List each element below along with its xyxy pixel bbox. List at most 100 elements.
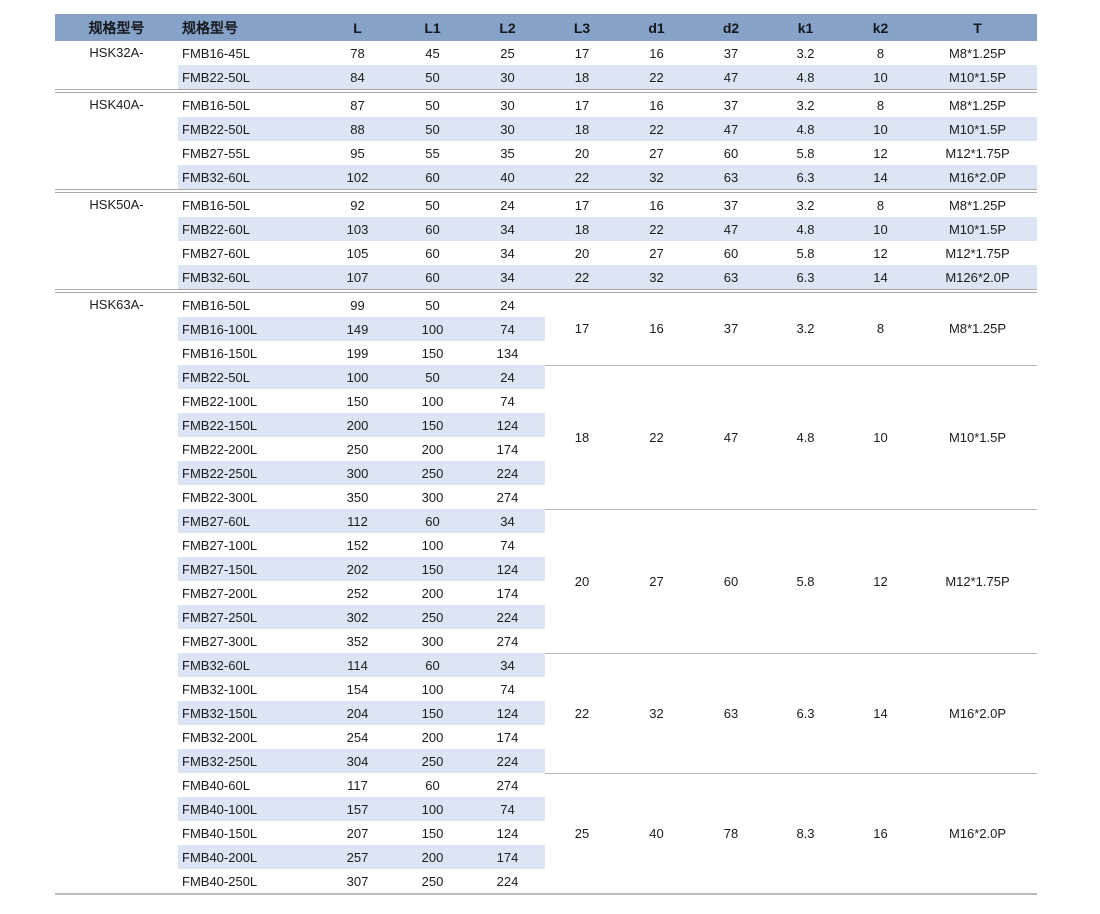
cell-model: FMB27-250L [178, 605, 320, 629]
cell-L3: 22 [545, 265, 619, 290]
cell-L: 92 [350, 197, 365, 213]
section-separator-line [55, 89, 1037, 93]
column-header-6: d1 [648, 19, 665, 36]
table-bottom-border [55, 893, 1037, 896]
cell-T: M12*1.75P [945, 245, 1010, 261]
cell-L2: 25 [500, 45, 515, 61]
cell-L1: 60 [395, 265, 470, 290]
cell-L3: 22 [545, 165, 619, 190]
merged-cell-k1: 3.2 [796, 321, 815, 337]
cell-L2: 174 [496, 441, 519, 457]
cell-model: FMB16-150L [182, 345, 258, 361]
merged-cell-T: M16*2.0P [918, 652, 1037, 773]
cell-L1: 300 [421, 489, 444, 505]
cell-L2: 274 [496, 777, 519, 793]
cell-L: 200 [320, 413, 395, 437]
cell-model: FMB22-300L [182, 489, 258, 505]
cell-L: 112 [320, 509, 395, 533]
cell-d2: 60 [723, 145, 739, 161]
cell-L: 103 [320, 217, 395, 241]
cell-model: FMB16-45L [182, 45, 250, 61]
table-row: FMB40-60L 117 60 274 25 40 78 8.3 16 M16*2.0P [55, 772, 1037, 894]
cell-model: FMB40-100L [178, 797, 320, 821]
cell-L2: 134 [496, 345, 519, 361]
cell-L3: 20 [574, 145, 590, 161]
cell-L1: 60 [395, 653, 470, 677]
column-header-3: L1 [424, 19, 441, 36]
table-row: FMB22-150L 200 150 124 [55, 413, 1037, 437]
table-row: FMB22-50L 84 50 30 18 22 47 4.8 10 M10*1.5P [55, 65, 1037, 90]
cell-L2: 224 [470, 461, 545, 485]
column-header-8: k1 [797, 19, 814, 36]
cell-L1: 100 [421, 393, 444, 409]
table-row: HSK63A- FMB16-50L 99 50 24 17 16 37 3.2 8 M8*1.25P [55, 293, 1037, 336]
cell-L: 352 [346, 633, 369, 649]
cell-model: FMB27-60L [178, 509, 320, 533]
cell-model: FMB22-50L [178, 65, 320, 90]
cell-L: 254 [346, 729, 369, 745]
cell-T: M8*1.25P [948, 197, 1007, 213]
cell-L1: 200 [421, 585, 444, 601]
cell-L1: 150 [395, 701, 470, 725]
cell-L2: 124 [470, 701, 545, 725]
cell-model: FMB32-150L [178, 701, 320, 725]
table-row: FMB22-50L 88 50 30 18 22 47 4.8 10 M10*1.5P [55, 117, 1037, 141]
merged-cell-k2: 12 [843, 508, 918, 653]
cell-d1: 22 [619, 65, 694, 90]
cell-k1: 6.3 [768, 265, 843, 290]
cell-d2: 47 [694, 65, 768, 90]
cell-k2: 8 [876, 197, 885, 213]
cell-L1: 300 [421, 633, 444, 649]
cell-L2: 74 [500, 537, 515, 553]
cell-L2: 30 [470, 117, 545, 141]
table-row: FMB22-250L 300 250 224 [55, 461, 1037, 485]
cell-L: 152 [346, 537, 369, 553]
table-row: FMB16-150L 199 150 134 [55, 341, 1037, 365]
cell-L2: 24 [500, 197, 515, 213]
spec-table: 规格型号 规格型号 L L1 L2 L3 d1 d2 k1 k2 T HSK32A- FMB16-45… [55, 14, 1037, 896]
table-row: FMB22-100L 150 100 74 [55, 389, 1037, 413]
cell-model: FMB16-50L [182, 197, 250, 213]
cell-L: 107 [320, 265, 395, 290]
merged-cell-d2: 47 [694, 364, 768, 509]
cell-L: 154 [346, 681, 369, 697]
cell-L3: 18 [545, 117, 619, 141]
cell-k2: 12 [873, 145, 888, 161]
cell-L1: 60 [395, 165, 470, 190]
merged-cell-d2: 37 [723, 321, 739, 337]
cell-model: FMB27-100L [182, 537, 258, 553]
cell-L: 157 [320, 797, 395, 821]
cell-L2: 30 [470, 65, 545, 90]
cell-d2: 37 [723, 45, 739, 61]
cell-L2: 74 [500, 393, 515, 409]
merged-cell-d2: 78 [694, 772, 768, 894]
cell-L1: 60 [395, 509, 470, 533]
cell-L2: 34 [470, 509, 545, 533]
table-row: FMB27-55L 95 55 35 20 27 60 5.8 12 M12*1.75P [55, 141, 1037, 165]
cell-L1: 100 [395, 317, 470, 341]
cell-L1: 50 [395, 65, 470, 90]
cell-model: FMB22-150L [178, 413, 320, 437]
cell-d1: 16 [649, 197, 664, 213]
series-label: HSK40A- [89, 97, 144, 112]
table-row: FMB27-250L 302 250 224 [55, 605, 1037, 629]
cell-k1: 3.2 [796, 45, 815, 61]
table-row: FMB32-250L 304 250 224 [55, 749, 1037, 773]
section-separator-line [55, 289, 1037, 293]
cell-L: 87 [350, 97, 365, 113]
cell-d2: 60 [723, 245, 739, 261]
cell-L3: 20 [574, 245, 590, 261]
cell-L2: 274 [496, 489, 519, 505]
table-row: FMB22-200L 250 200 174 [55, 437, 1037, 461]
spec-table-container: 规格型号 规格型号 L L1 L2 L3 d1 d2 k1 k2 T HSK32A- FMB16-45… [55, 14, 1037, 896]
cell-k1: 3.2 [796, 197, 815, 213]
cell-T: M10*1.5P [918, 217, 1037, 241]
cell-model: FMB22-50L [178, 365, 320, 389]
cell-L1: 60 [425, 245, 440, 261]
cell-L: 105 [346, 245, 369, 261]
table-row: FMB40-200L 257 200 174 [55, 845, 1037, 869]
cell-L1: 200 [421, 441, 444, 457]
cell-k2: 8 [876, 97, 885, 113]
cell-L: 102 [320, 165, 395, 190]
cell-model: FMB22-200L [182, 441, 258, 457]
